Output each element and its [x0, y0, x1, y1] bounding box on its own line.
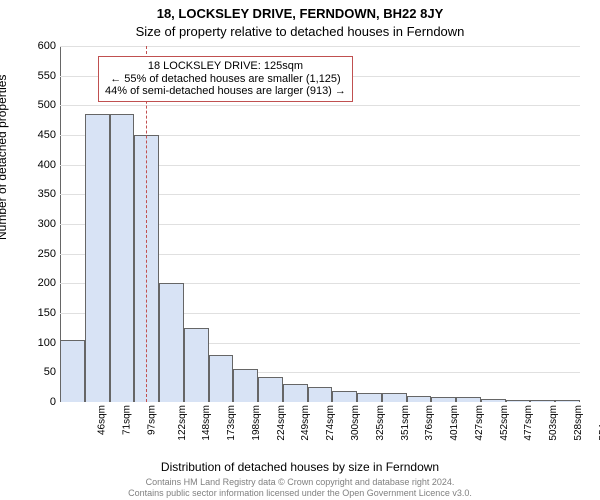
y-tick-label: 400 [38, 159, 60, 171]
histogram-bar [357, 393, 382, 402]
x-tick-label: 249sqm [301, 405, 312, 441]
x-tick-label: 148sqm [202, 405, 213, 441]
histogram-bar [506, 400, 531, 402]
histogram-bar [60, 340, 85, 402]
chart-plot-area: 05010015020025030035040045050055060046sq… [60, 46, 580, 402]
histogram-bar [258, 377, 283, 402]
y-tick-label: 0 [50, 396, 60, 408]
histogram-bar [456, 397, 481, 402]
page-subtitle: Size of property relative to detached ho… [0, 24, 600, 39]
x-tick-label: 477sqm [523, 405, 534, 441]
histogram-bar [209, 355, 234, 402]
x-tick-label: 71sqm [122, 405, 133, 435]
y-tick-label: 350 [38, 188, 60, 200]
histogram-bar [233, 369, 258, 402]
x-axis-label: Distribution of detached houses by size … [0, 460, 600, 474]
x-tick-label: 224sqm [276, 405, 287, 441]
annotation-line-3: 44% of semi-detached houses are larger (… [105, 85, 346, 98]
x-tick-label: 528sqm [573, 405, 584, 441]
x-tick-label: 325sqm [375, 405, 386, 441]
x-tick-label: 401sqm [449, 405, 460, 441]
x-tick-label: 351sqm [400, 405, 411, 441]
histogram-bar [308, 387, 333, 402]
footer: Contains HM Land Registry data © Crown c… [0, 477, 600, 498]
grid-line [60, 46, 580, 47]
y-tick-label: 200 [38, 277, 60, 289]
histogram-bar [407, 396, 432, 402]
annotation-line-2: ← 55% of detached houses are smaller (1,… [105, 73, 346, 86]
y-axis-label: Number of detached properties [0, 75, 9, 240]
histogram-bar [85, 114, 110, 402]
footer-line-2: Contains public sector information licen… [0, 488, 600, 498]
y-tick-label: 600 [38, 40, 60, 52]
x-tick-label: 97sqm [146, 405, 157, 435]
histogram-bar [481, 399, 506, 402]
x-tick-label: 46sqm [97, 405, 108, 435]
histogram-bar [530, 400, 555, 402]
y-tick-label: 50 [44, 366, 60, 378]
histogram-bar [159, 283, 184, 402]
x-tick-label: 503sqm [548, 405, 559, 441]
y-tick-label: 550 [38, 70, 60, 82]
x-tick-label: 376sqm [424, 405, 435, 441]
y-tick-label: 450 [38, 129, 60, 141]
annotation-line-1: 18 LOCKSLEY DRIVE: 125sqm [105, 60, 346, 73]
y-tick-label: 500 [38, 99, 60, 111]
x-tick-label: 300sqm [350, 405, 361, 441]
x-tick-label: 198sqm [251, 405, 262, 441]
y-tick-label: 100 [38, 337, 60, 349]
x-tick-label: 173sqm [226, 405, 237, 441]
x-tick-label: 427sqm [474, 405, 485, 441]
y-tick-label: 150 [38, 307, 60, 319]
annotation-box: 18 LOCKSLEY DRIVE: 125sqm ← 55% of detac… [98, 56, 353, 102]
histogram-bar [283, 384, 308, 402]
grid-line [60, 105, 580, 106]
footer-line-1: Contains HM Land Registry data © Crown c… [0, 477, 600, 487]
y-tick-label: 300 [38, 218, 60, 230]
y-tick-label: 250 [38, 248, 60, 260]
histogram-bar [555, 400, 580, 402]
histogram-bar [184, 328, 209, 402]
histogram-bar [382, 393, 407, 402]
histogram-bar [110, 114, 135, 402]
histogram-bar [332, 391, 357, 402]
x-tick-label: 122sqm [177, 405, 188, 441]
page-title: 18, LOCKSLEY DRIVE, FERNDOWN, BH22 8JY [0, 6, 600, 21]
x-tick-label: 274sqm [325, 405, 336, 441]
histogram-bar [431, 397, 456, 402]
x-tick-label: 452sqm [499, 405, 510, 441]
